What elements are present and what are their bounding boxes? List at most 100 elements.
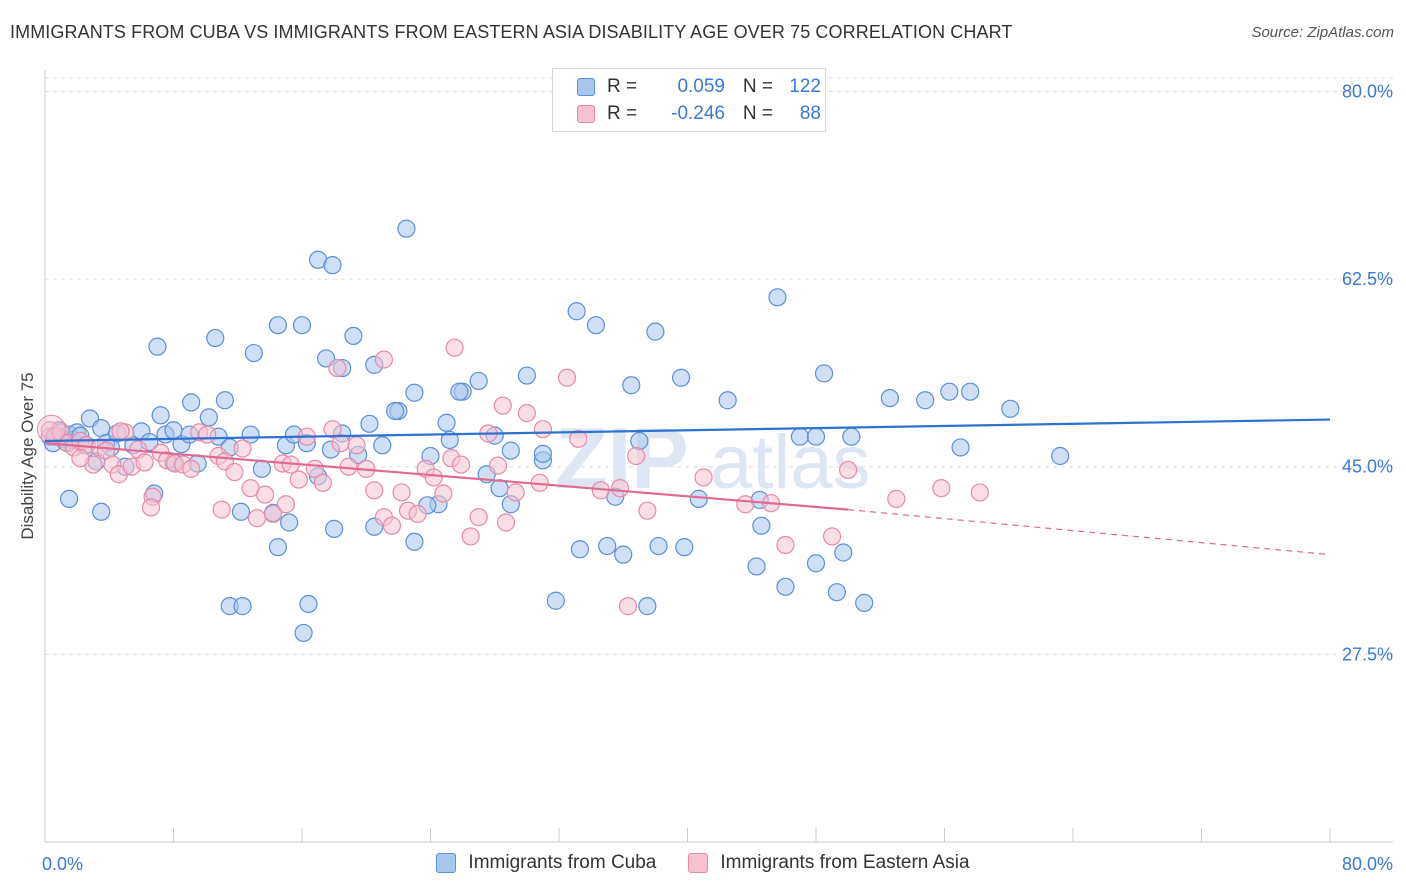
y-tick-label: 80.0% xyxy=(1342,81,1393,101)
chart-title: IMMIGRANTS FROM CUBA VS IMMIGRANTS FROM … xyxy=(10,22,1013,42)
point-cuba xyxy=(961,382,980,401)
point-cuba xyxy=(622,376,641,395)
point-cuba xyxy=(533,444,553,463)
point-eastern-asia xyxy=(36,414,66,444)
point-eastern-asia xyxy=(506,483,525,502)
point-eastern-asia xyxy=(424,468,443,487)
grid-lines xyxy=(45,77,1393,655)
point-cuba xyxy=(649,536,668,556)
point-cuba xyxy=(373,436,392,455)
point-eastern-asia xyxy=(382,516,402,535)
point-eastern-asia xyxy=(776,535,795,555)
point-eastern-asia xyxy=(313,473,332,492)
point-eastern-asia xyxy=(212,500,231,519)
point-eastern-asia xyxy=(618,597,638,616)
point-cuba xyxy=(916,391,935,410)
point-eastern-asia xyxy=(434,484,453,503)
point-cuba xyxy=(718,391,737,410)
point-eastern-asia xyxy=(557,368,577,387)
point-eastern-asia xyxy=(365,481,384,500)
point-eastern-asia xyxy=(233,439,252,458)
point-cuba xyxy=(747,557,766,576)
point-cuba xyxy=(689,489,708,508)
point-eastern-asia xyxy=(533,420,553,439)
point-cuba xyxy=(360,414,379,433)
point-eastern-asia xyxy=(255,485,275,504)
axis-labels: 27.5% 45.0% 62.5% 80.0% 0.0% 80.0% Disability … xyxy=(18,81,1393,874)
point-cuba xyxy=(182,393,201,412)
stats-legend-row-cuba: R = 0.059 N = 122 xyxy=(577,75,821,99)
point-cuba xyxy=(827,583,846,602)
point-eastern-asia xyxy=(71,449,90,468)
point-cuba xyxy=(292,316,312,335)
n-value: 122 xyxy=(789,76,821,97)
y-axis-label: Disability Age Over 75 xyxy=(18,372,37,539)
point-cuba xyxy=(546,591,565,610)
point-cuba xyxy=(151,406,170,425)
legend-item-cuba[interactable]: Immigrants from Cuba xyxy=(436,852,656,874)
point-cuba xyxy=(241,425,260,444)
y-tick-label: 27.5% xyxy=(1342,644,1393,664)
point-eastern-asia xyxy=(111,422,130,441)
stats-legend-row-eastern-asia: R = -0.246 N = 88 xyxy=(577,102,821,126)
blue-swatch xyxy=(436,853,457,873)
r-label: R = xyxy=(607,103,638,124)
point-eastern-asia xyxy=(626,446,646,466)
point-cuba xyxy=(614,545,633,564)
point-eastern-asia xyxy=(932,479,951,498)
point-cuba xyxy=(880,389,899,408)
point-eastern-asia xyxy=(135,453,154,472)
point-cuba xyxy=(244,343,263,363)
point-eastern-asia xyxy=(610,479,630,498)
point-eastern-asia xyxy=(247,509,267,528)
point-eastern-asia xyxy=(496,513,516,532)
y-tick-label: 62.5% xyxy=(1342,269,1393,289)
trend-line-eastern-asia-extension xyxy=(848,509,1331,556)
point-eastern-asia xyxy=(488,456,508,475)
point-cuba xyxy=(598,536,617,556)
point-cuba xyxy=(231,502,251,521)
point-eastern-asia xyxy=(638,501,657,520)
point-eastern-asia xyxy=(263,504,283,524)
point-eastern-asia xyxy=(225,462,244,482)
point-cuba xyxy=(59,489,79,508)
point-eastern-asia xyxy=(374,350,394,369)
point-eastern-asia xyxy=(822,527,842,546)
point-cuba xyxy=(344,326,363,346)
point-eastern-asia xyxy=(569,429,588,448)
point-eastern-asia xyxy=(694,468,713,487)
axes xyxy=(44,70,1393,843)
point-cuba xyxy=(323,256,342,275)
point-cuba xyxy=(280,513,299,532)
point-cuba xyxy=(517,366,536,385)
point-cuba xyxy=(92,502,111,521)
point-eastern-asia xyxy=(461,527,480,546)
point-eastern-asia xyxy=(289,470,308,489)
point-cuba xyxy=(646,322,665,341)
point-eastern-asia xyxy=(451,455,471,474)
point-cuba xyxy=(630,431,649,451)
point-cuba xyxy=(567,302,586,321)
legend-item-eastern-asia[interactable]: Immigrants from Eastern Asia xyxy=(688,852,970,874)
point-cuba xyxy=(776,577,795,596)
point-cuba xyxy=(92,419,111,438)
stats-legend: R = 0.059 N = 122 R = -0.246 N = 88 xyxy=(552,68,826,132)
point-cuba xyxy=(294,623,313,643)
n-value: 88 xyxy=(799,103,821,124)
point-cuba xyxy=(164,421,183,440)
point-eastern-asia xyxy=(970,483,989,502)
point-cuba xyxy=(671,368,691,387)
point-eastern-asia xyxy=(323,420,342,439)
point-eastern-asia xyxy=(493,396,512,415)
point-eastern-asia xyxy=(839,460,858,480)
point-eastern-asia xyxy=(392,483,411,502)
point-cuba xyxy=(790,427,810,446)
series-legend: Immigrants from Cuba Immigrants from Eas… xyxy=(0,852,1406,874)
point-cuba xyxy=(940,382,959,401)
point-cuba xyxy=(806,427,826,446)
point-cuba xyxy=(299,594,318,614)
point-eastern-asia xyxy=(198,425,217,444)
point-cuba xyxy=(586,316,606,335)
point-eastern-asia xyxy=(736,495,755,514)
